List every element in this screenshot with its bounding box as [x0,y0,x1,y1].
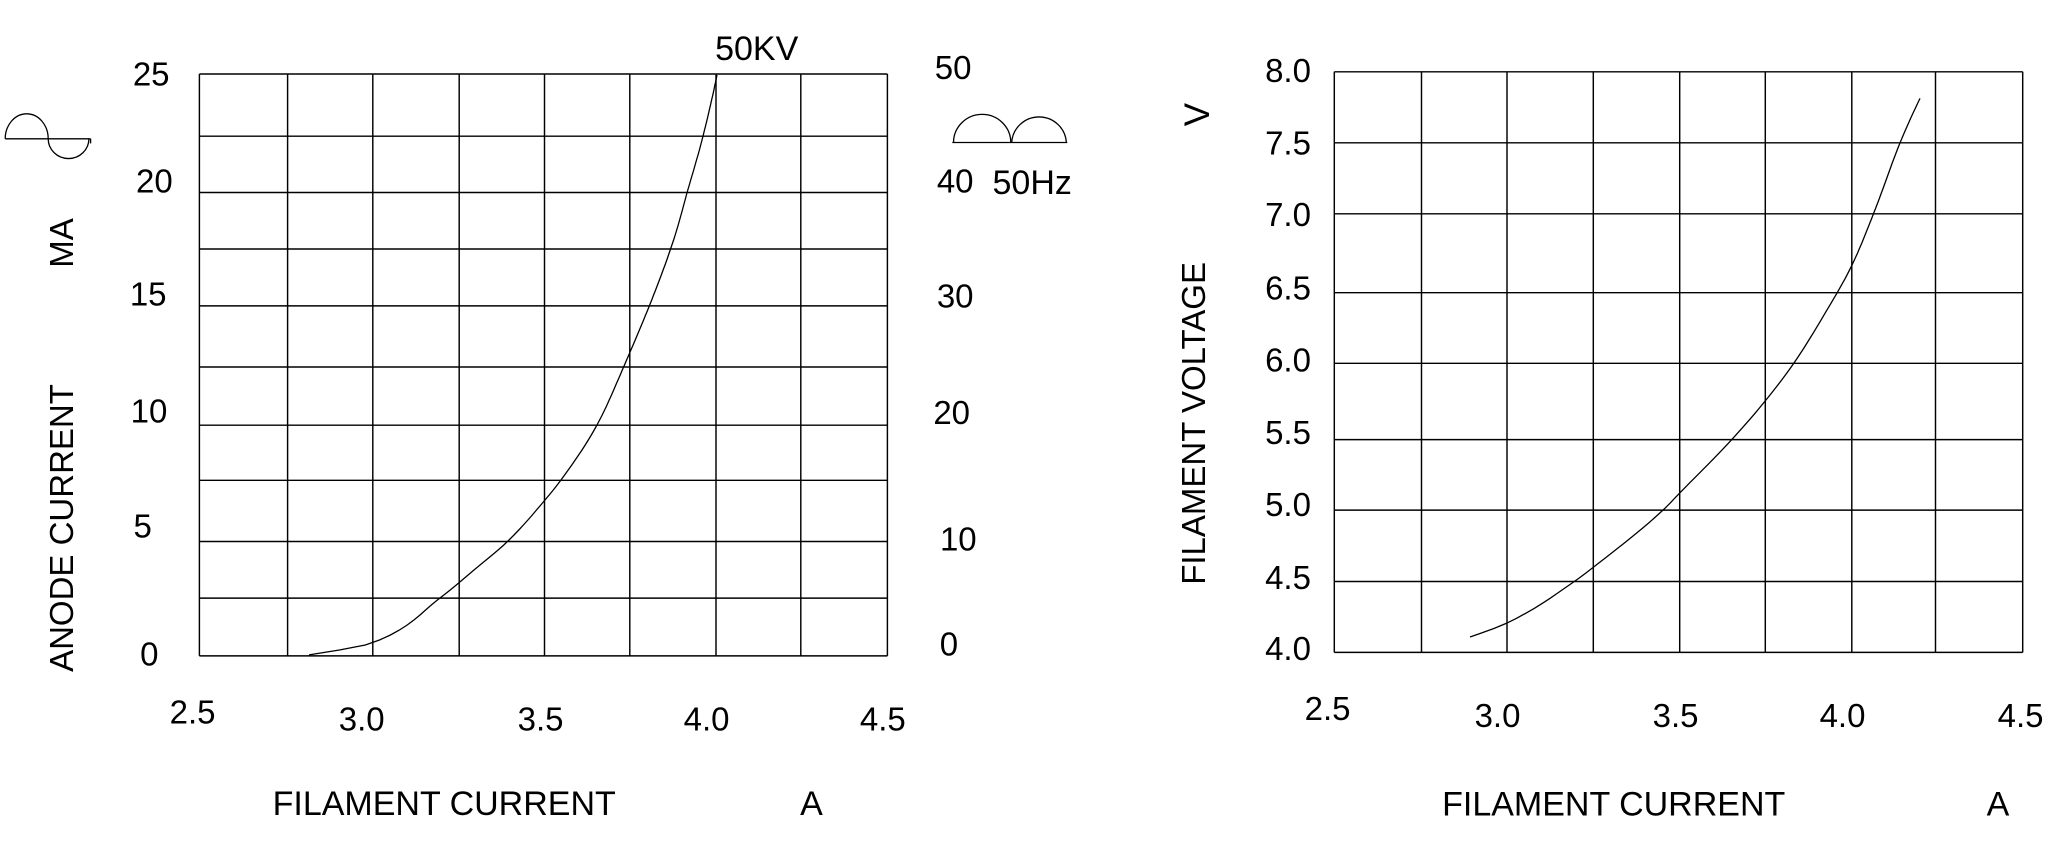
svg-text:FILAMENT CURRENT: FILAMENT CURRENT [1442,786,1785,824]
svg-text:3.5: 3.5 [1653,697,1699,734]
svg-text:MA: MA [43,218,80,268]
svg-text:25: 25 [133,56,170,93]
svg-text:4.0: 4.0 [684,701,730,738]
svg-text:40: 40 [937,162,974,199]
svg-text:50Hz: 50Hz [993,164,1072,202]
svg-text:7.5: 7.5 [1265,124,1311,161]
svg-text:8.0: 8.0 [1265,52,1311,89]
svg-text:A: A [800,785,823,823]
svg-text:30: 30 [937,278,974,315]
svg-text:3.0: 3.0 [1475,697,1521,734]
svg-text:5.5: 5.5 [1265,414,1311,451]
svg-text:2.5: 2.5 [170,694,216,731]
svg-text:6.0: 6.0 [1265,342,1311,379]
svg-text:20: 20 [136,163,173,200]
svg-text:A: A [1987,786,2010,824]
svg-text:5: 5 [134,507,152,544]
svg-text:10: 10 [131,393,168,430]
svg-text:ANODE CURRENT: ANODE CURRENT [43,384,80,672]
svg-text:FILAMENT CURRENT: FILAMENT CURRENT [273,785,616,823]
svg-text:4.5: 4.5 [860,701,906,738]
svg-text:4.5: 4.5 [1998,697,2044,734]
svg-text:20: 20 [933,394,970,431]
svg-text:3.5: 3.5 [518,701,564,738]
svg-text:50KV: 50KV [715,30,798,68]
svg-text:50: 50 [935,49,972,86]
svg-text:4.5: 4.5 [1265,559,1311,596]
svg-text:4.0: 4.0 [1820,697,1866,734]
svg-text:FILAMENT VOLTAGE: FILAMENT VOLTAGE [1175,262,1212,585]
svg-text:4.0: 4.0 [1265,630,1311,667]
svg-text:6.5: 6.5 [1265,269,1311,306]
svg-text:0: 0 [140,636,158,673]
svg-text:3.0: 3.0 [339,701,385,738]
svg-text:7.0: 7.0 [1265,196,1311,233]
svg-text:2.5: 2.5 [1305,690,1351,727]
svg-text:0: 0 [940,625,958,662]
svg-text:5.0: 5.0 [1265,486,1311,523]
svg-text:15: 15 [130,275,167,312]
svg-text:V: V [1178,102,1217,126]
svg-text:10: 10 [940,521,977,558]
